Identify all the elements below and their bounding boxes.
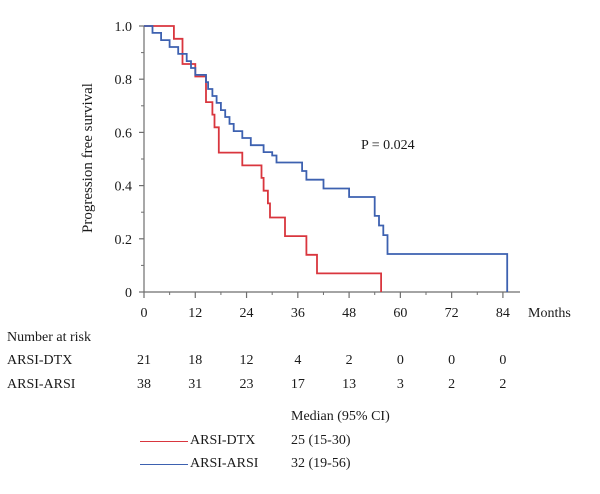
series-line-arsi-dtx [144,25,382,292]
x-tick-label: 36 [291,306,305,321]
risk-cell: 3 [396,377,404,392]
km-chart: 0 0.2 0.4 0.6 0.8 1.0 0 12 24 36 48 60 72 84 Progres… [80,20,571,321]
legend-median-arsi: 32 (19-56) [291,456,351,471]
x-tick-label: 84 [496,306,510,321]
risk-cell: 2 [448,377,456,392]
y-tick-label: 0.8 [115,73,133,88]
risk-cell: 38 [137,377,151,392]
risk-cell: 23 [239,377,254,392]
x-tick-label: 24 [240,306,254,321]
y-axis-label: Progression free survival [80,83,96,233]
y-tick-label: 0 [125,286,132,301]
x-tick-label: 60 [393,306,407,321]
y-tick-label: 0.2 [115,233,133,248]
y-axis: 0 0.2 0.4 0.6 0.8 1.0 [115,20,145,301]
risk-cell: 21 [137,353,151,368]
x-tick-label: 12 [188,306,202,321]
risk-cell: 0 [396,353,404,368]
x-tick-label: 72 [445,306,459,321]
risk-cell: 2 [499,377,507,392]
x-tick-label: 0 [141,306,148,321]
legend-header: Median (95% CI) [291,409,390,424]
risk-cell: 31 [188,377,203,392]
y-tick-label: 0.6 [115,126,133,141]
legend-label-dtx: ARSI-DTX [190,433,256,448]
risk-cell: 4 [294,353,302,368]
legend-line-dtx [140,441,188,442]
y-tick-label: 1.0 [115,20,133,35]
legend-median-dtx: 25 (15-30) [291,433,351,448]
series-line-arsi-arsi [144,25,509,292]
risk-cell: 0 [499,353,507,368]
risk-cell: 13 [342,377,357,392]
p-value-annotation: P = 0.024 [361,138,415,153]
series-layer [144,25,509,292]
y-tick-label: 0.4 [115,180,133,195]
risk-cell: 17 [290,377,305,392]
risk-cell: 12 [239,353,254,368]
risk-cell: 18 [188,353,203,368]
risk-table-title: Number at risk [7,330,91,345]
x-axis-label: Months [528,306,571,321]
risk-row-label-dtx: ARSI-DTX [7,353,73,368]
x-axis: 0 12 24 36 48 60 72 84 [141,291,520,321]
x-tick-label: 48 [342,306,356,321]
legend-line-arsi [140,464,188,465]
legend-label-arsi: ARSI-ARSI [190,456,259,471]
risk-cell: 0 [448,353,456,368]
risk-row-label-arsi: ARSI-ARSI [7,377,76,392]
risk-cell: 2 [345,353,353,368]
